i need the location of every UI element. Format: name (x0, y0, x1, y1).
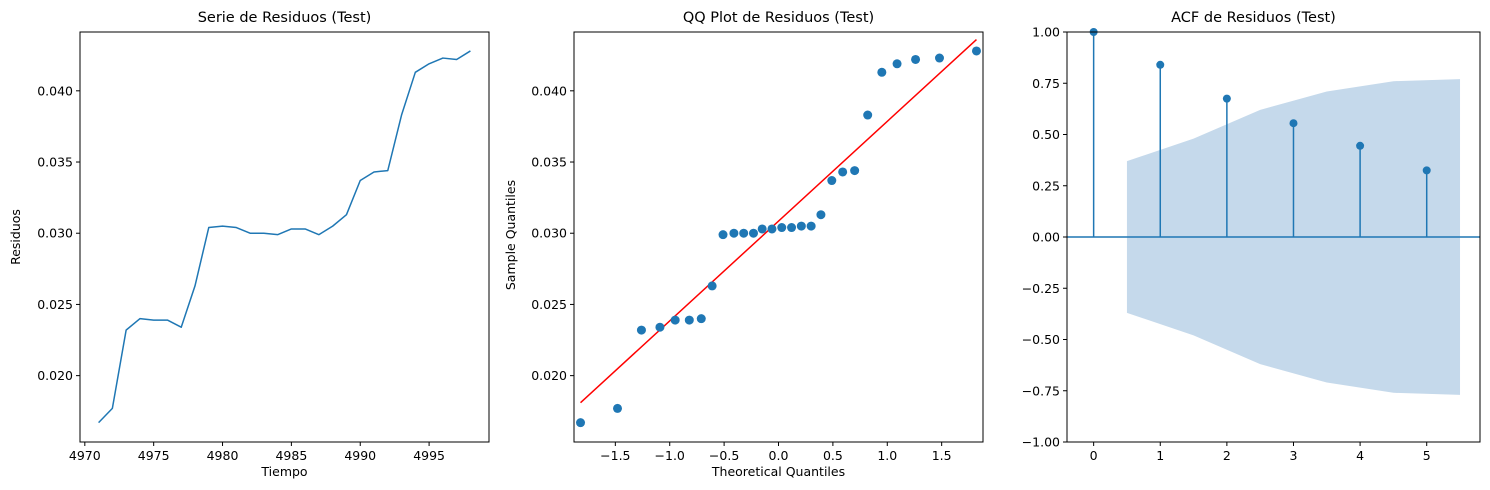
y-tick-label: 0.030 (531, 226, 567, 241)
plot-frame (79, 31, 490, 443)
qq-point (576, 418, 586, 428)
x-tick-label: 0.5 (823, 448, 843, 463)
qq-point (827, 176, 837, 186)
qq-point (684, 315, 694, 325)
x-tick-label: 3 (1290, 448, 1298, 463)
x-tick-label: −0.5 (709, 448, 739, 463)
x-tick-label: 1.5 (932, 448, 952, 463)
chart-title: Serie de Residuos (Test) (198, 10, 372, 26)
acf-marker (1289, 119, 1298, 128)
x-axis-label: Tiempo (260, 464, 307, 479)
y-tick-label: 0.020 (37, 368, 73, 383)
y-axis-label: Sample Quantiles (503, 180, 518, 290)
y-tick-label: −0.75 (1022, 383, 1060, 398)
x-tick-label: 1 (1156, 448, 1164, 463)
y-tick-label: 0.00 (1032, 230, 1060, 245)
y-tick-label: 0.25 (1032, 178, 1060, 193)
y-tick-label: −0.50 (1022, 332, 1060, 347)
qq-point (934, 53, 944, 63)
plot-frame (573, 31, 984, 443)
y-tick-label: 0.75 (1032, 76, 1060, 91)
qq-point (748, 228, 758, 238)
x-tick-label: 4990 (344, 448, 376, 463)
qq-point (718, 230, 728, 240)
y-tick-label: 0.50 (1032, 127, 1060, 142)
qq-point (739, 228, 749, 238)
x-tick-label: 0.0 (769, 448, 789, 463)
y-tick-label: 1.00 (1032, 25, 1060, 40)
qq-point (729, 228, 739, 238)
acf-marker (1156, 60, 1165, 69)
qq-point (670, 315, 680, 325)
x-tick-label: 4985 (275, 448, 307, 463)
qq-point (796, 221, 806, 231)
residual-series-line (98, 50, 471, 424)
qq-point (757, 224, 767, 234)
qq-point (892, 59, 902, 69)
y-tick-label: 0.040 (531, 83, 567, 98)
y-tick-label: 0.035 (531, 155, 567, 170)
x-tick-label: 4995 (413, 448, 445, 463)
chart-title: QQ Plot de Residuos (Test) (683, 10, 874, 26)
y-tick-label: 0.025 (37, 297, 73, 312)
acf-marker (1222, 94, 1231, 103)
qq-point (816, 210, 826, 220)
x-tick-label: 4980 (207, 448, 239, 463)
y-tick-label: 0.025 (531, 297, 567, 312)
qq-point (787, 223, 797, 233)
chart-title: ACF de Residuos (Test) (1171, 10, 1336, 26)
qq-point (911, 54, 921, 64)
qq-point (777, 223, 787, 233)
y-tick-label: −1.00 (1022, 435, 1060, 450)
qq-point (707, 281, 717, 291)
x-tick-label: 4 (1356, 448, 1364, 463)
qq-plot-chart: QQ Plot de Residuos (Test) Theoretical Q… (503, 10, 984, 479)
qq-point (613, 403, 623, 413)
y-tick-label: 0.020 (531, 368, 567, 383)
residual-series-chart: Serie de Residuos (Test) Tiempo Residuos… (8, 10, 490, 479)
qq-point (850, 166, 860, 176)
x-tick-label: −1.0 (655, 448, 685, 463)
acf-marker (1422, 166, 1431, 175)
qq-point (877, 67, 887, 77)
x-tick-label: 4975 (138, 448, 170, 463)
acf-marker (1356, 141, 1365, 150)
y-tick-label: 0.030 (37, 226, 73, 241)
y-tick-label: −0.25 (1022, 281, 1060, 296)
y-axis-label: Residuos (8, 209, 23, 265)
x-tick-label: 5 (1423, 448, 1431, 463)
qq-point (767, 224, 777, 234)
qq-point (696, 314, 706, 324)
qq-point (806, 221, 816, 231)
qq-point (863, 110, 873, 120)
acf-chart: ACF de Residuos (Test) 0 1 2 3 4 5 −1.00 −0.75 −… (1022, 10, 1481, 463)
plot-frame (1066, 31, 1481, 443)
qq-point (655, 322, 665, 332)
x-tick-label: −1.5 (600, 448, 630, 463)
x-tick-label: 0 (1090, 448, 1098, 463)
y-tick-label: 0.040 (37, 83, 73, 98)
qq-point (971, 46, 981, 56)
y-tick-label: 0.035 (37, 155, 73, 170)
qq-point (636, 325, 646, 335)
qq-point (838, 167, 848, 177)
x-tick-label: 4970 (69, 448, 101, 463)
x-tick-label: 2 (1223, 448, 1231, 463)
x-axis-label: Theoretical Quantiles (711, 464, 845, 479)
x-tick-label: 1.0 (877, 448, 897, 463)
reference-line (580, 38, 977, 404)
